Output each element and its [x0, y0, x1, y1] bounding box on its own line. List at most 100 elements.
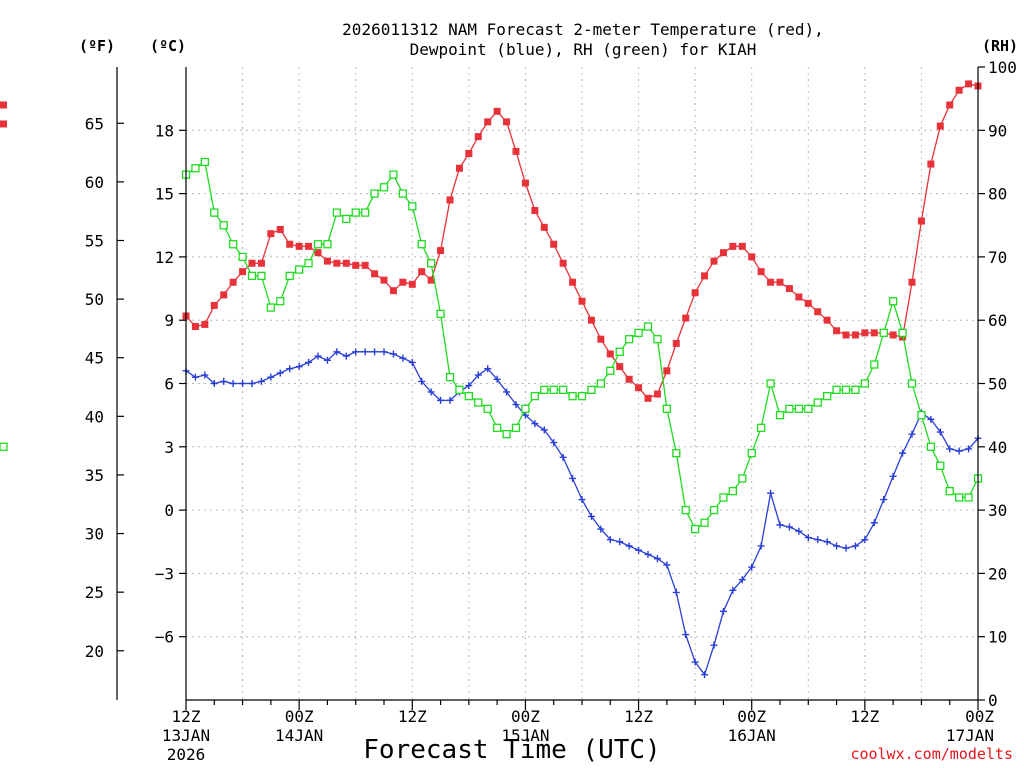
temperature-point — [776, 278, 784, 286]
rh-tick-label: 30 — [988, 501, 1007, 520]
dewpoint-point — [578, 496, 586, 504]
x-tick-label-time: 00Z — [965, 707, 994, 726]
rh-point — [813, 398, 822, 407]
rh-tick-label: 0 — [988, 691, 998, 710]
dewpoint-point — [295, 363, 303, 371]
temperature-point — [0, 120, 7, 128]
rh-point — [662, 404, 672, 413]
dewpoint-point — [229, 380, 237, 387]
rh-point — [530, 392, 540, 401]
x-tick-label-time: 12Z — [850, 707, 879, 726]
dewpoint-point — [710, 641, 718, 649]
dewpoint-point — [899, 449, 907, 457]
temperature-point — [936, 122, 944, 130]
temperature-point — [616, 363, 624, 371]
dewpoint-point — [191, 373, 199, 381]
dewpoint-point — [682, 631, 690, 639]
temperature-point — [559, 259, 567, 267]
temperature-point — [229, 278, 237, 286]
chart-title-line-2: Dewpoint (blue), RH (green) for KIAH — [410, 40, 757, 59]
series-dewpoint — [183, 348, 982, 679]
rh-point — [766, 379, 775, 388]
rh-point — [945, 486, 954, 496]
dewpoint-point — [748, 563, 756, 571]
temperature-point — [663, 367, 671, 375]
fahrenheit-tick-label: 60 — [85, 173, 104, 192]
rh-point — [464, 392, 474, 401]
dewpoint-point — [823, 538, 831, 546]
temperature-point — [889, 331, 897, 339]
dewpoint-point — [729, 586, 737, 594]
temperature-point — [305, 242, 313, 250]
dewpoint-point — [587, 512, 595, 520]
temperature-point — [842, 331, 850, 339]
dewpoint-point — [569, 474, 577, 482]
dewpoint-point — [701, 671, 709, 679]
temperature-point — [531, 206, 539, 214]
fahrenheit-tick-label: 50 — [85, 290, 104, 309]
x-tick-label-date: 15JAN — [501, 726, 549, 745]
temperature-point — [767, 278, 775, 286]
chart-title-line-1: 2026011312 NAM Forecast 2-meter Temperat… — [342, 20, 824, 39]
rh-point — [276, 297, 285, 306]
x-tick-label-time: 12Z — [624, 707, 653, 726]
dewpoint-point — [965, 445, 973, 453]
temperature-point — [927, 160, 935, 168]
rh-point — [606, 366, 615, 375]
dewpoint-point — [663, 561, 671, 569]
rh-point — [709, 505, 719, 515]
x-tick-label-time: 12Z — [398, 707, 427, 726]
dewpoint-point — [352, 348, 360, 356]
rh-point — [332, 208, 342, 217]
temperature-point — [239, 268, 247, 276]
fahrenheit-tick-label: 45 — [85, 349, 104, 368]
fahrenheit-tick-label: 30 — [85, 525, 104, 544]
dewpoint-point — [833, 542, 841, 550]
rh-point — [936, 461, 945, 470]
temperature-point — [418, 268, 426, 276]
dewpoint-point — [484, 365, 492, 373]
rh-point — [964, 493, 973, 502]
rh-point — [445, 373, 455, 382]
dewpoint-point — [286, 365, 294, 373]
dewpoint-point — [927, 415, 935, 423]
dewpoint-point — [399, 354, 407, 362]
rh-point — [624, 335, 634, 344]
temperature-point — [512, 147, 520, 155]
celsius-unit-label: (ºC) — [150, 37, 186, 55]
temperature-point — [191, 323, 199, 331]
rh-point — [917, 410, 926, 420]
temperature-point — [550, 240, 558, 248]
dewpoint-point — [239, 380, 247, 387]
dewpoint-point — [437, 396, 445, 404]
temperature-point — [474, 133, 482, 141]
temperature-point — [493, 107, 501, 115]
celsius-tick-label: −6 — [155, 628, 174, 647]
rh-point — [313, 240, 323, 249]
rh-point — [492, 423, 502, 432]
temperature-point — [757, 268, 765, 276]
dewpoint-point — [842, 544, 850, 552]
dewpoint-point — [936, 428, 944, 436]
dewpoint-point — [625, 542, 633, 550]
temperature-point — [427, 276, 435, 284]
temperature-point — [569, 278, 577, 286]
dewpoint-point — [493, 375, 501, 383]
x-tick-label-date: 13JAN — [162, 726, 210, 745]
dewpoint-point — [861, 536, 869, 544]
dewpoint-point — [531, 420, 539, 428]
x-tick-label-time: 00Z — [285, 707, 314, 726]
dewpoint-point — [672, 588, 680, 596]
axes: 1815129630−3−665605550454035302520100908… — [85, 58, 1017, 764]
rh-point — [266, 303, 276, 312]
temperature-point — [578, 297, 586, 305]
rh-point — [907, 379, 917, 388]
temperature-point — [738, 242, 746, 250]
dewpoint-point — [474, 371, 482, 379]
x-tick-label-date: 14JAN — [275, 726, 323, 745]
dewpoint-point — [210, 380, 218, 387]
rh-point — [577, 392, 587, 401]
rh-point — [596, 379, 606, 388]
dewpoint-point — [248, 380, 256, 387]
temperature-point — [701, 272, 709, 280]
